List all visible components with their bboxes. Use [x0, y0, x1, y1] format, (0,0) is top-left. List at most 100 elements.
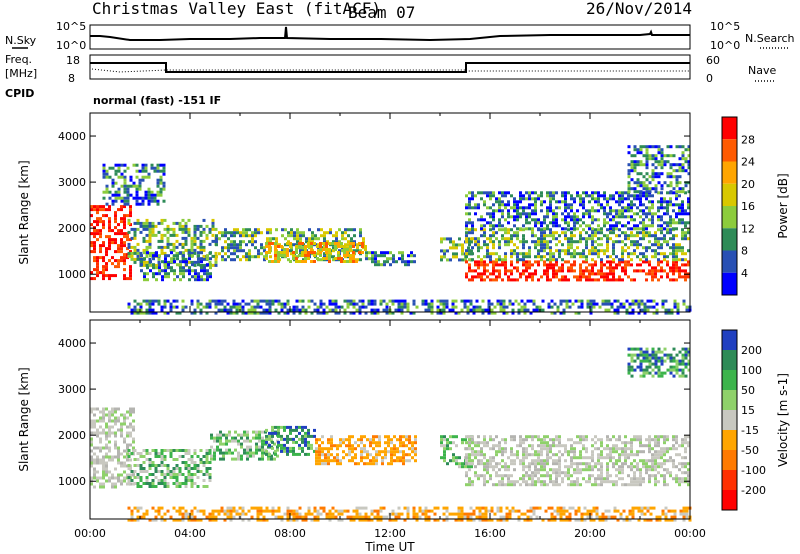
time-tick-label: 04:00	[174, 527, 206, 540]
power-region-0	[90, 205, 132, 281]
freq-tick-bottom: 8	[68, 72, 75, 85]
velocity-region-7	[627, 347, 691, 378]
noise-panel-frame	[89, 24, 691, 50]
nsearch-tick-bottom: 10^0	[710, 39, 740, 52]
power-ytick-label: 2000	[58, 222, 86, 235]
nsky-tick-bottom: 10^0	[56, 39, 86, 52]
power-colorbar-label: Power [dB]	[776, 173, 790, 238]
velocity-region-6	[465, 435, 690, 487]
power-colorbar-tick: 20	[741, 178, 755, 191]
power-colorbar-swatch	[722, 250, 737, 273]
velocity-colorbar-swatch	[722, 330, 737, 350]
nave-label: Nave	[748, 64, 776, 77]
cpid-label: CPID	[5, 87, 34, 100]
velocity-ytick-label: 1000	[58, 475, 86, 488]
velocity-colorbar-swatch	[722, 430, 737, 450]
time-tick-label: 00:00	[74, 527, 106, 540]
beam-label: Beam 07	[348, 3, 415, 22]
power-colorbar-swatch	[722, 139, 737, 162]
power-heatmap-cells	[90, 145, 692, 315]
velocity-region-3	[265, 425, 316, 456]
nave-tick-bottom: 0	[706, 72, 713, 85]
velocity-ylabel: Slant Range [km]	[17, 367, 31, 471]
velocity-colorbar-frame	[721, 329, 738, 511]
velocity-colorbar-swatch	[722, 370, 737, 390]
velocity-ytick-label: 2000	[58, 429, 86, 442]
velocity-colorbar-tick: -50	[741, 444, 759, 457]
velocity-region-1	[127, 449, 212, 488]
velocity-ytick-label: 3000	[58, 383, 86, 396]
time-tick-label: 08:00	[274, 527, 306, 540]
power-colorbar-tick: 16	[741, 200, 755, 213]
velocity-colorbar-swatch	[722, 490, 737, 510]
time-tick-label: 20:00	[574, 527, 606, 540]
power-colorbar-swatch	[722, 183, 737, 206]
velocity-colorbar-swatch	[722, 450, 737, 470]
nave-tick-top: 60	[706, 54, 720, 67]
power-region-9	[465, 228, 690, 262]
power-panel-frame	[89, 112, 691, 313]
power-colorbar-swatch	[722, 228, 737, 251]
velocity-colorbar-label: Velocity [m s-1]	[776, 373, 790, 467]
velocity-panel: 4000 3000 2000 1000 Slant Range [km] 200 100 50…	[17, 319, 790, 522]
velocity-region-4	[315, 435, 417, 466]
power-colorbar-tick: 8	[741, 245, 748, 258]
velocity-colorbar-swatch	[722, 410, 737, 430]
velocity-heatmap-cells	[90, 347, 692, 522]
figure-title: Christmas Valley East (fitACF)	[92, 0, 381, 18]
power-colorbar-frame	[721, 116, 738, 296]
frequency-panel: Freq. [MHz] 18 8 60 0 Nave CPID normal (…	[5, 53, 776, 107]
power-ytick-label: 1000	[58, 268, 86, 281]
velocity-colorbar-tick: -100	[741, 464, 766, 477]
power-colorbar-swatch	[722, 117, 737, 140]
noise-panel: N.Sky 10^5 10^0 10^5 10^0 N.Search	[5, 20, 795, 52]
freq-unit: [MHz]	[5, 67, 37, 80]
velocity-colorbar-tick: 50	[741, 384, 755, 397]
velocity-region-8	[127, 506, 692, 522]
velocity-ytick-label: 4000	[58, 337, 86, 350]
velocity-colorbar-tick: 200	[741, 344, 762, 357]
power-colorbar-tick: 24	[741, 156, 755, 169]
velocity-colorbar-swatch	[722, 350, 737, 370]
power-region-5	[265, 242, 367, 263]
power-colorbar-swatch	[722, 206, 737, 229]
velocity-colorbar: 200 100 50 15 -15 -50 -100 -200 Velocity [m s-1]	[721, 329, 790, 511]
velocity-colorbar-tick: 15	[741, 404, 755, 417]
power-colorbar-tick: 4	[741, 267, 748, 280]
velocity-panel-frame	[89, 319, 691, 520]
velocity-colorbar-tick: -200	[741, 484, 766, 497]
power-colorbar-swatch	[722, 161, 737, 184]
power-region-8	[465, 260, 690, 282]
time-axis: 00:00 04:00 08:00 12:00 16:00 20:00 00:00 Time …	[74, 527, 706, 554]
velocity-colorbar-swatch	[722, 390, 737, 410]
power-colorbar-tick: 12	[741, 222, 755, 235]
power-colorbar-swatch	[722, 272, 737, 295]
time-tick-label: 00:00	[674, 527, 706, 540]
nsky-tick-top: 10^5	[56, 20, 86, 33]
nsky-trace	[90, 26, 690, 42]
freq-label: Freq.	[5, 53, 32, 66]
freq-panel-frame	[89, 54, 691, 80]
power-colorbar-tick: 28	[741, 133, 755, 146]
date-label: 26/Nov/2014	[586, 0, 692, 18]
power-colorbar: 28 24 20 16 12 8 4 Power [dB]	[721, 116, 790, 296]
power-region-6	[365, 251, 416, 267]
nsky-label: N.Sky	[5, 34, 37, 47]
velocity-colorbar-tick: -15	[741, 424, 759, 437]
nsearch-label: N.Search	[745, 32, 795, 45]
power-region-3	[140, 251, 212, 282]
power-region-1	[102, 163, 166, 206]
power-panel: 4000 3000 2000 1000 Slant Range [km] 28 24 20 16…	[17, 112, 790, 315]
power-ytick-label: 3000	[58, 176, 86, 189]
velocity-colorbar-swatch	[722, 470, 737, 490]
nsearch-tick-top: 10^5	[710, 20, 740, 33]
time-tick-label: 12:00	[374, 527, 406, 540]
time-tick-label: 16:00	[474, 527, 506, 540]
power-region-10	[465, 191, 690, 231]
velocity-colorbar-tick: 100	[741, 364, 762, 377]
power-ylabel: Slant Range [km]	[17, 160, 31, 264]
power-ytick-label: 4000	[58, 130, 86, 143]
power-region-12	[127, 299, 692, 315]
time-axis-label: Time UT	[364, 540, 415, 554]
